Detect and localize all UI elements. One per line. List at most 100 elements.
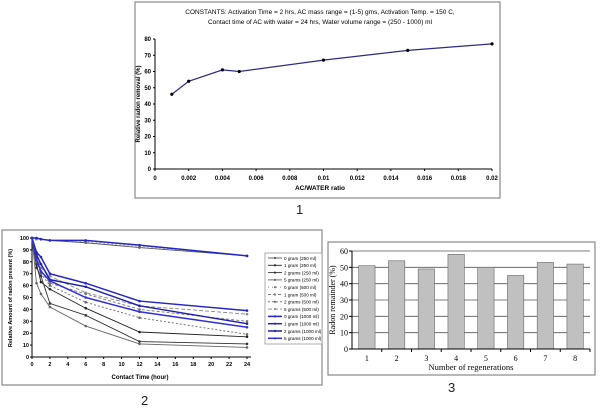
chart1-data-point [187, 79, 191, 83]
chart3-x-tick-label: 2 [395, 354, 399, 363]
chart2-data-point [84, 306, 88, 310]
chart2-legend-label: 2 grams (500 ml) [284, 300, 319, 305]
chart2-legend-marker [273, 286, 277, 289]
chart2-legend-marker [273, 329, 277, 333]
chart1-y-tick-label: 50 [144, 86, 151, 92]
chart1-y-tick-label: 0 [148, 167, 152, 173]
chart2-data-point [84, 281, 88, 285]
chart2-y-tick-label: 70 [23, 272, 29, 278]
chart3-x-tick-label: 8 [573, 354, 577, 363]
chart2-legend-label: 2 grams (250 ml) [284, 270, 319, 275]
chart2-data-point [39, 274, 43, 278]
chart2-y-tick-label: 40 [23, 307, 29, 313]
chart1-x-tick-label: 0.01 [318, 176, 330, 182]
chart2-data-point [35, 258, 38, 261]
chart3-y-tick-label: 50 [340, 263, 348, 272]
chart1-y-tick-label: 60 [144, 70, 151, 76]
chart1-data-point [237, 69, 241, 74]
chart2-legend-label: 5 grams (500 ml) [284, 307, 319, 312]
chart2-y-tick-label: 30 [23, 319, 29, 325]
chart2-data-point [39, 270, 43, 273]
chart2-legend-marker [273, 315, 277, 318]
chart2-x-tick-label: 20 [208, 362, 214, 368]
chart1-x-tick-label: 0.016 [417, 176, 433, 182]
chart2-legend-label: 0 gram (500 ml) [284, 285, 317, 290]
chart1-y-tick-label: 30 [144, 118, 151, 124]
chart2-data-point [245, 335, 249, 339]
panel-label-2: 2 [141, 393, 149, 408]
chart1-title-line: Contact time of AC with water = 24 hrs, … [208, 19, 433, 26]
chart1-data-point [406, 48, 410, 52]
chart2-data-point [48, 305, 52, 309]
chart2-data-point [245, 254, 249, 258]
chart2-data-point [39, 237, 43, 241]
chart1-data-point [490, 42, 494, 46]
chart2-legend-marker [273, 337, 277, 340]
chart2-x-tick-label: 16 [172, 362, 178, 368]
chart2-data-point [138, 308, 141, 311]
chart2-data-point [39, 280, 43, 284]
chart1-y-tick-label: 80 [144, 37, 151, 43]
chart2-y-label: Relative Amount of radon present (%) [8, 249, 14, 347]
chart2-legend [264, 252, 323, 345]
chart3-bar [417, 268, 435, 350]
chart3-bar [566, 263, 584, 350]
chart3-y-tick-label: 10 [340, 329, 348, 338]
chart2-data-point [84, 239, 88, 242]
chart3-x-tick-label: 1 [365, 354, 369, 363]
chart2-data-point [84, 324, 88, 328]
chart2-x-tick-label: 12 [136, 362, 142, 368]
chart2-y-tick-label: 80 [23, 260, 29, 266]
chart2-y-tick-label: 60 [23, 284, 29, 290]
chart3-bar [477, 267, 495, 350]
chart2-data-point [48, 279, 52, 283]
chart1-x-tick-label: 0.004 [215, 176, 231, 182]
chart3-y-tick-label: 20 [340, 312, 348, 321]
chart2-x-tick-label: 8 [102, 362, 105, 368]
chart2-data-point [138, 304, 141, 308]
chart2-data-point [245, 309, 249, 312]
chart3-y-tick-label: 60 [340, 247, 348, 256]
chart2-legend-label: 5 grams (250 ml) [284, 278, 319, 283]
chart2-data-point [245, 322, 249, 325]
chart1-x-tick-label: 0.012 [350, 176, 366, 182]
chart2-data-point [39, 255, 43, 259]
chart2-data-point [138, 243, 141, 247]
chart2-y-tick-label: 10 [23, 343, 29, 349]
chart2-x-tick-label: 2 [48, 362, 51, 368]
chart1-x-tick-label: 0.006 [249, 176, 265, 182]
chart3-y-tick-label: 40 [340, 280, 348, 289]
chart2-data-point [245, 320, 249, 323]
chart3-x-tick-label: 7 [543, 354, 547, 363]
chart2-data-point [48, 287, 52, 291]
chart2-data-point [48, 302, 52, 305]
chart2-data-point [84, 285, 88, 289]
chart2-legend-label: 1 gram (500 ml) [284, 292, 317, 297]
chart2-data-point [138, 342, 141, 346]
chart2-data-point [35, 236, 38, 240]
chart2-data-point [48, 281, 52, 285]
chart2-data-point [30, 236, 34, 240]
chart2-legend-label: 0 gram (250 ml) [284, 256, 317, 261]
chart2-data-point [245, 346, 249, 349]
chart3-y-tick-label: 30 [340, 296, 348, 305]
chart2-x-tick-label: 22 [226, 362, 232, 368]
chart1-y-label: Relative radon removal (%) [136, 65, 142, 142]
chart2-data-point [245, 312, 249, 316]
chart2-legend-marker [273, 300, 277, 303]
chart1-x-tick-label: 0.008 [282, 176, 298, 182]
chart2-data-point [84, 314, 88, 317]
chart2-data-point [39, 262, 43, 266]
chart2-data-point [48, 274, 52, 278]
chart2-data-point [138, 316, 141, 320]
chart3-x-tick-label: 5 [484, 354, 488, 363]
chart2-data-point [48, 272, 52, 276]
chart1-data-point [220, 68, 224, 72]
chart2-y-tick-label: 100 [20, 236, 29, 242]
chart2-data-point [35, 266, 38, 270]
chart1-y-tick-label: 40 [144, 102, 151, 108]
chart3-bar [358, 265, 376, 350]
chart2-data-point [245, 342, 249, 346]
chart2-legend-marker [273, 293, 277, 296]
